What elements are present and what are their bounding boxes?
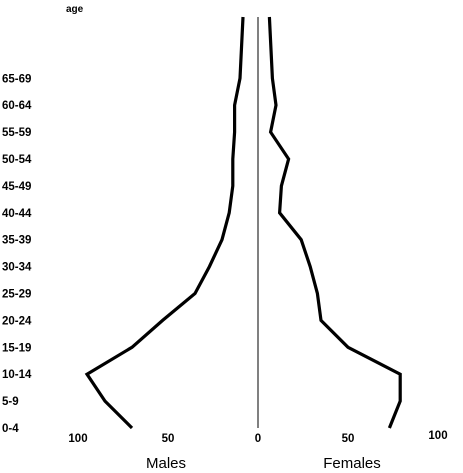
x-tick-labels: 100 50 0 50 100: [68, 430, 447, 445]
x-tick-label-left: 50: [162, 433, 175, 445]
x-tick-label-right: 50: [342, 433, 355, 445]
age-tick-label: 50-54: [2, 154, 32, 166]
age-axis-title: age: [66, 4, 84, 15]
x-tick-label-left: 0: [255, 433, 261, 445]
age-tick-label: 65-69: [2, 73, 31, 85]
age-tick-label: 55-59: [2, 127, 31, 139]
age-tick-labels: 0-4 5-9 10-14 15-19 20-24 25-29 30-34 35-39 40-4…: [2, 73, 32, 435]
x-tick-label-left: 100: [68, 433, 87, 445]
age-tick-label: 5-9: [2, 396, 19, 408]
males-axis-title: Males: [146, 455, 186, 472]
age-tick-label: 45-49: [2, 181, 31, 193]
age-tick-label: 35-39: [2, 235, 31, 247]
age-tick-label: 30-34: [2, 262, 32, 274]
age-tick-label: 10-14: [2, 369, 32, 381]
males-series-line: [84, 16, 245, 430]
age-tick-label: 15-19: [2, 342, 31, 354]
females-series-line: [267, 16, 402, 429]
age-tick-label: 60-64: [2, 100, 32, 112]
x-tick-label-right: 100: [428, 430, 447, 442]
age-tick-label: 25-29: [2, 289, 31, 301]
age-tick-label: 40-44: [2, 208, 32, 220]
age-tick-label: 0-4: [2, 423, 19, 435]
age-tick-label: 20-24: [2, 315, 32, 327]
females-axis-title: Females: [323, 455, 381, 472]
